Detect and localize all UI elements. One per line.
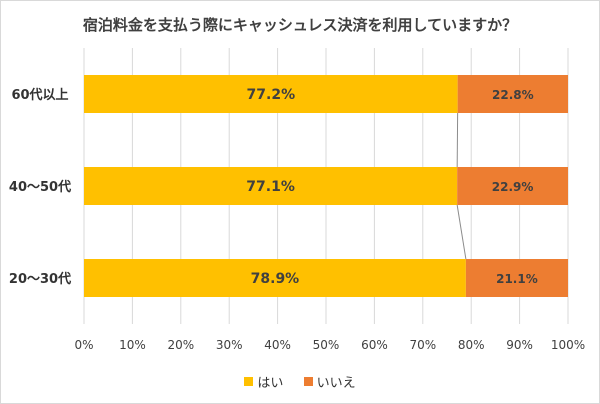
chart-title: 宿泊料金を支払う際にキャッシュレス決済を利用していますか？ — [82, 16, 518, 34]
data-label: 21.1% — [496, 272, 538, 286]
bar-yes — [84, 75, 458, 113]
x-tick-label: 0% — [74, 338, 93, 352]
data-label: 77.2% — [247, 87, 296, 103]
bar-no — [465, 259, 568, 297]
legend-label-yes: はい — [257, 376, 284, 391]
x-tick-label: 50% — [313, 338, 340, 352]
x-tick-label: 80% — [458, 338, 485, 352]
x-tick-label: 40% — [264, 338, 291, 352]
data-label: 22.9% — [492, 180, 534, 194]
legend-item-no: いいえ — [303, 372, 356, 391]
category-label: 40～50代 — [9, 179, 71, 195]
x-tick-label: 70% — [409, 338, 436, 352]
category-label: 60代以上 — [11, 87, 68, 103]
bar-no — [457, 167, 568, 205]
data-label: 77.1% — [246, 179, 295, 195]
series-line — [456, 204, 467, 260]
data-label: 22.8% — [492, 88, 534, 102]
x-tick-label: 100% — [551, 338, 585, 352]
x-tick-label: 30% — [216, 338, 243, 352]
x-tick-label: 20% — [167, 338, 194, 352]
bar-yes — [84, 259, 466, 297]
x-tick-label: 90% — [506, 338, 533, 352]
legend-item-yes: はい — [244, 372, 283, 391]
bar-no — [457, 75, 568, 113]
x-tick-label: 60% — [361, 338, 388, 352]
legend-label-no: いいえ — [316, 376, 356, 391]
bar-yes — [84, 167, 458, 205]
category-label: 20～30代 — [9, 271, 71, 287]
data-label: 78.9% — [251, 271, 300, 287]
legend-swatch-yes — [244, 377, 254, 386]
legend: はい いいえ — [0, 372, 600, 391]
x-tick-label: 10% — [119, 338, 146, 352]
legend-swatch-no — [303, 377, 313, 386]
